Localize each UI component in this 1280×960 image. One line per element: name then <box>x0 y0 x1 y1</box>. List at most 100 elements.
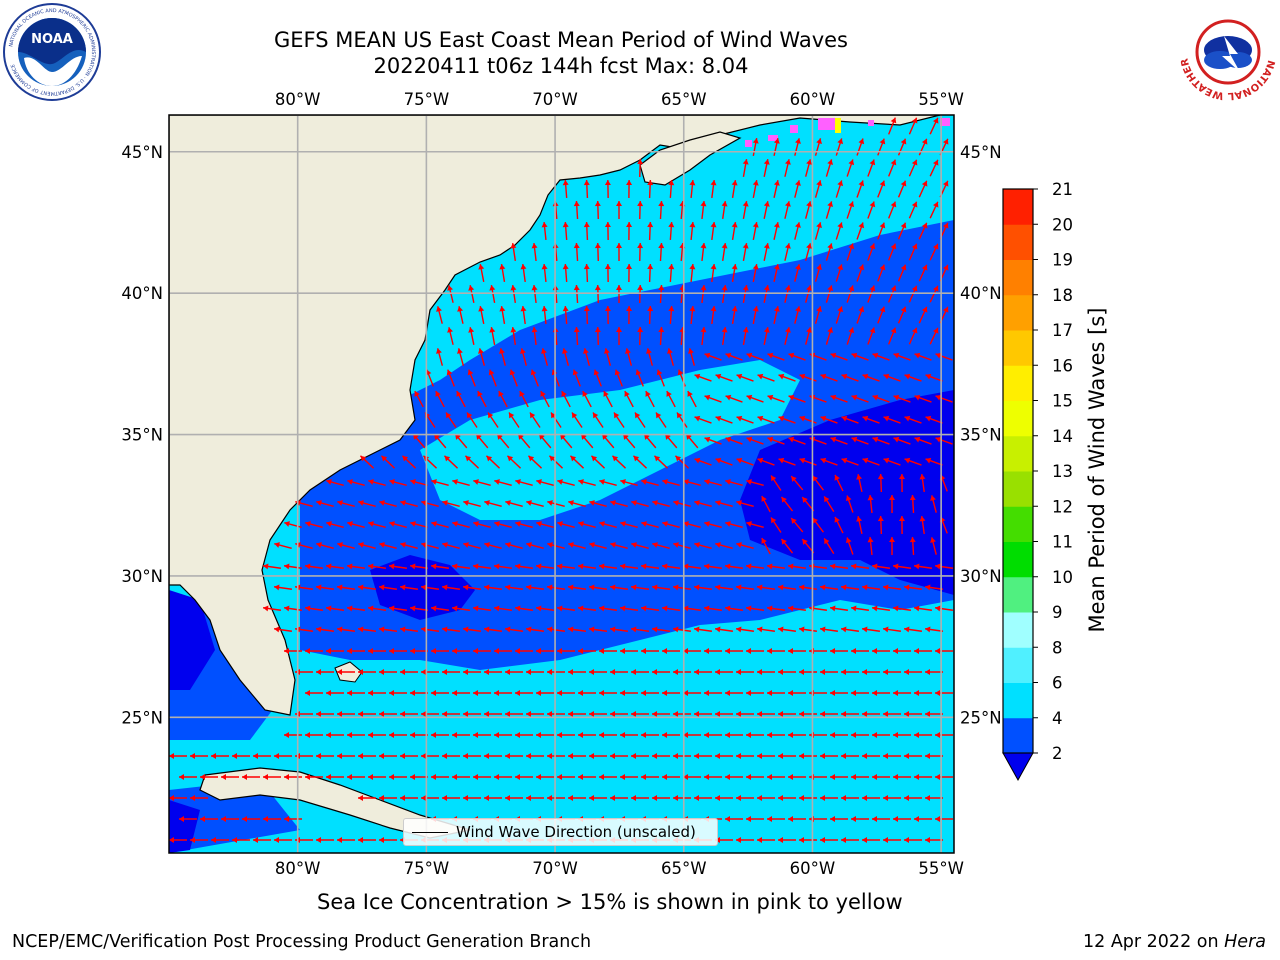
wind-wave-arrow <box>562 263 569 283</box>
wind-wave-arrow <box>704 648 722 654</box>
wind-wave-arrow <box>557 479 575 487</box>
wind-wave-arrow <box>389 774 407 780</box>
wind-wave-arrow <box>169 753 187 759</box>
wind-wave-arrow <box>862 457 880 466</box>
sea-ice-5 <box>768 135 778 141</box>
wind-wave-arrow <box>614 369 623 387</box>
wind-wave-arrow <box>478 306 485 324</box>
wind-wave-arrow <box>620 774 638 780</box>
wind-wave-arrow <box>506 455 522 469</box>
wind-wave-arrow <box>731 306 738 324</box>
wind-wave-arrow <box>262 563 282 570</box>
wind-wave-arrow <box>778 711 796 717</box>
ocean-period-lt-2-gulf <box>169 590 215 690</box>
wind-wave-arrow <box>263 774 281 780</box>
wind-wave-arrow <box>742 159 749 177</box>
wind-wave-arrow <box>541 305 548 325</box>
wind-wave-arrow <box>379 542 397 550</box>
wind-wave-arrow <box>379 837 397 843</box>
wind-wave-arrow <box>634 412 646 428</box>
lon-label-bottom: 60°W <box>790 859 836 878</box>
wind-wave-arrow <box>359 455 375 469</box>
wind-wave-arrow <box>767 774 785 780</box>
wind-wave-arrow <box>714 584 734 591</box>
wind-wave-arrow <box>347 648 365 654</box>
wind-wave-arrow <box>799 711 817 717</box>
wind-wave-arrow <box>626 179 633 199</box>
legend-label: Wind Wave Direction (unscaled) <box>456 823 696 841</box>
wind-wave-arrow <box>436 306 443 324</box>
wind-wave-arrow <box>609 584 629 591</box>
wind-wave-arrow <box>877 222 886 240</box>
wind-wave-arrow <box>568 669 586 675</box>
wind-wave-arrow <box>693 584 713 591</box>
wind-wave-arrow <box>872 690 890 696</box>
wind-wave-arrow <box>520 263 527 283</box>
wind-wave-arrow <box>615 200 622 220</box>
wind-wave-arrow <box>442 753 460 759</box>
wind-wave-arrow <box>784 285 791 303</box>
wind-wave-arrow <box>929 117 939 135</box>
wind-wave-arrow <box>862 837 880 843</box>
wind-wave-arrow <box>846 285 855 303</box>
wind-wave-arrow <box>814 138 822 156</box>
wind-wave-arrow <box>745 563 765 570</box>
wind-wave-arrow <box>578 732 596 738</box>
wind-wave-arrow <box>472 605 492 612</box>
wind-wave-arrow <box>908 327 918 345</box>
wind-wave-arrow <box>594 200 601 220</box>
wind-wave-arrow <box>724 563 744 570</box>
wind-wave-arrow <box>499 348 507 366</box>
wind-wave-arrow <box>673 753 691 759</box>
wind-wave-arrow <box>893 394 911 403</box>
wind-wave-arrow <box>694 795 712 801</box>
wind-wave-arrow <box>526 542 544 550</box>
wind-wave-arrow <box>541 221 548 241</box>
wind-wave-arrow <box>494 479 512 487</box>
wind-wave-arrow <box>689 221 696 241</box>
wind-wave-arrow <box>556 563 576 570</box>
wind-wave-arrow <box>664 433 678 449</box>
wind-wave-arrow <box>620 690 638 696</box>
wind-wave-arrow <box>253 753 271 759</box>
wind-wave-arrow <box>556 605 576 612</box>
colorbar-segment <box>1003 435 1033 472</box>
wind-wave-arrow <box>655 412 667 428</box>
wind-wave-arrow <box>473 690 491 696</box>
wind-wave-arrow <box>631 542 649 550</box>
wind-wave-arrow <box>526 711 544 717</box>
wind-wave-arrow <box>573 326 580 346</box>
wind-wave-arrow <box>704 394 722 403</box>
wind-wave-arrow <box>652 669 670 675</box>
wind-wave-arrow <box>925 415 943 424</box>
wind-wave-arrow <box>918 222 928 240</box>
wind-wave-arrow <box>483 584 503 591</box>
wind-wave-arrow <box>647 263 654 283</box>
wind-wave-arrow <box>746 521 764 529</box>
wind-wave-arrow <box>315 626 335 633</box>
nws-logo: NATIONAL WEATHER SERVICE <box>1178 2 1276 101</box>
wind-wave-arrow <box>561 390 571 408</box>
wind-wave-arrow <box>877 473 884 493</box>
lat-label-left: 25°N <box>121 708 163 727</box>
wind-wave-arrow <box>856 306 865 324</box>
wind-wave-arrow <box>546 626 566 633</box>
wind-wave-arrow <box>610 542 628 550</box>
wind-wave-arrow <box>169 837 187 843</box>
wind-wave-arrow <box>742 243 749 261</box>
wind-wave-arrow <box>646 348 654 366</box>
wind-wave-arrow <box>908 285 918 303</box>
wind-wave-arrow <box>336 626 356 633</box>
lat-labels-left: 45°N 40°N 35°N 30°N 25°N <box>121 143 163 728</box>
wind-wave-arrow <box>583 305 590 325</box>
wind-wave-arrow <box>468 327 475 345</box>
wind-wave-arrow <box>326 479 344 487</box>
wind-wave-arrow <box>473 479 491 487</box>
wind-wave-arrow <box>483 626 503 633</box>
wind-wave-arrow <box>787 563 807 570</box>
wind-wave-arrow <box>567 584 587 591</box>
wind-wave-arrow <box>536 521 554 529</box>
wind-wave-arrow <box>604 179 611 199</box>
wind-wave-arrow <box>557 732 575 738</box>
wind-wave-arrow <box>925 457 943 466</box>
